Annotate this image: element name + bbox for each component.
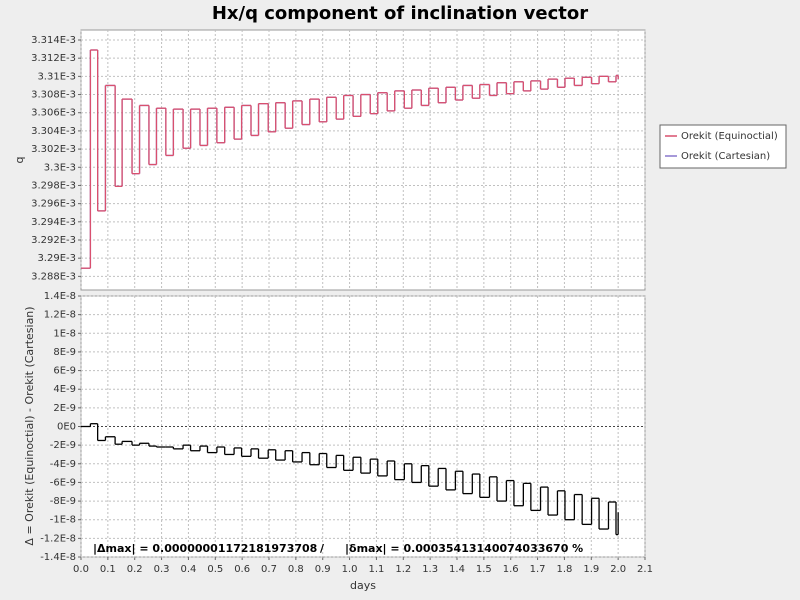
x-tick-label: 1.1: [368, 564, 384, 575]
y-tick-label: 1.4E-8: [44, 291, 76, 302]
x-tick-label: 0.2: [127, 564, 143, 575]
y-tick-label: 3.296E-3: [31, 199, 76, 210]
x-tick-label: 0.0: [73, 564, 89, 575]
y-tick-label: -2E-9: [50, 440, 76, 451]
legend-label: Orekit (Equinoctial): [681, 131, 778, 142]
y-tick-label: 3.312E-3: [31, 53, 76, 64]
x-axis-label: days: [350, 579, 376, 592]
y-tick-label: -1.2E-8: [40, 533, 76, 544]
y-tick-label: 3.294E-3: [31, 217, 76, 228]
y-tick-label: 3.3E-3: [44, 162, 76, 173]
y-tick-label: -1.4E-8: [40, 552, 76, 563]
plot-area: [80, 29, 646, 291]
y-tick-label: 6E-9: [53, 366, 76, 377]
x-tick-label: 0.8: [288, 564, 304, 575]
y-tick-label: 3.304E-3: [31, 126, 76, 137]
x-tick-label: 1.7: [530, 564, 546, 575]
x-tick-label: 1.0: [342, 564, 358, 575]
y-tick-label: 3.302E-3: [31, 144, 76, 155]
annotation: |δmax| = 0.00035413140074033670 %: [345, 542, 583, 555]
y-tick-label: 3.308E-3: [31, 90, 76, 101]
y-tick-label: 3.29E-3: [37, 253, 76, 264]
y-tick-label: 3.314E-3: [31, 35, 76, 46]
x-tick-label: 0.9: [315, 564, 331, 575]
y-tick-label: 3.298E-3: [31, 180, 76, 191]
legend-box: [659, 124, 787, 169]
y-tick-label: 4E-9: [53, 384, 76, 395]
y-tick-label: 3.292E-3: [31, 235, 76, 246]
x-tick-label: 1.3: [422, 564, 438, 575]
x-tick-label: 0.1: [100, 564, 116, 575]
x-tick-label: 0.6: [234, 564, 250, 575]
y-tick-label: -1E-8: [50, 515, 76, 526]
y-tick-label: 0E0: [57, 422, 76, 433]
y-tick-label: 1.2E-8: [44, 310, 76, 321]
x-tick-label: 2.1: [637, 564, 653, 575]
y-tick-label: 3.31E-3: [37, 71, 76, 82]
x-tick-label: 0.7: [261, 564, 277, 575]
x-tick-label: 0.5: [207, 564, 223, 575]
x-tick-label: 2.0: [610, 564, 626, 575]
x-tick-label: 1.4: [449, 564, 465, 575]
y-tick-label: -8E-9: [50, 496, 76, 507]
chart-title: Hx/q component of inclination vector: [212, 3, 588, 24]
y-tick-label: -6E-9: [50, 477, 76, 488]
legend-label: Orekit (Cartesian): [681, 151, 770, 162]
x-tick-label: 0.4: [180, 564, 196, 575]
y-tick-label: 3.306E-3: [31, 108, 76, 119]
y-tick-label: 1E-8: [53, 328, 76, 339]
y-axis-label: Δ = Orekit (Equinoctial) - Orekit (Carte…: [23, 306, 36, 545]
annotation: /: [320, 542, 325, 555]
x-tick-label: 1.9: [583, 564, 599, 575]
annotation: |Δmax| = 0.00000001172181973708: [93, 542, 317, 555]
x-tick-label: 1.5: [476, 564, 492, 575]
y-tick-label: 8E-9: [53, 347, 76, 358]
x-tick-label: 1.6: [503, 564, 519, 575]
y-tick-label: 2E-9: [53, 403, 76, 414]
y-tick-label: -4E-9: [50, 459, 76, 470]
x-tick-label: 0.3: [154, 564, 170, 575]
y-tick-label: 3.288E-3: [31, 271, 76, 282]
y-axis-label: q: [13, 157, 26, 164]
x-tick-label: 1.2: [395, 564, 411, 575]
x-tick-label: 1.8: [556, 564, 572, 575]
